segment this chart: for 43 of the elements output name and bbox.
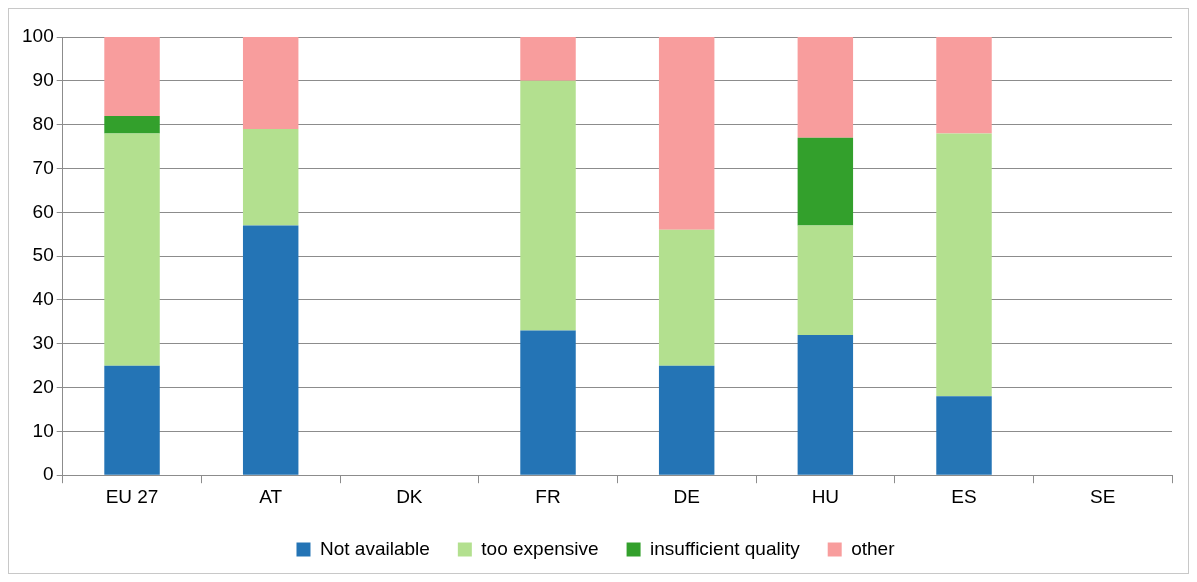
bar: [242, 129, 299, 226]
y-tick-label: 80: [32, 112, 54, 134]
y-tick-label: 50: [32, 244, 54, 266]
bar: [936, 133, 992, 397]
y-tick-label: 30: [32, 331, 54, 353]
bar: [104, 133, 160, 366]
y-tick-label: 40: [32, 288, 54, 310]
bar: [936, 37, 992, 134]
legend-label: Not available: [319, 537, 430, 559]
bar: [936, 396, 992, 475]
x-tick-label: AT: [259, 485, 283, 507]
y-tick-label: 90: [32, 69, 54, 91]
bar: [797, 37, 854, 138]
x-tick-label: SE: [1089, 485, 1116, 507]
y-tick-label: 70: [32, 156, 54, 178]
bar: [520, 37, 576, 81]
x-tick-label: EU 27: [105, 485, 159, 507]
bar: [242, 225, 299, 475]
bar: [797, 137, 854, 226]
y-tick-label: 100: [22, 25, 54, 47]
bar: [104, 115, 160, 134]
y-tick-label: 10: [32, 419, 54, 441]
x-tick-label: ES: [951, 485, 977, 507]
y-tick-label: 20: [32, 375, 54, 397]
bar: [797, 334, 854, 475]
bar: [104, 365, 160, 475]
bar: [658, 365, 715, 475]
legend-label: too expensive: [481, 537, 599, 559]
bar: [658, 37, 715, 230]
bar: [520, 80, 576, 331]
y-tick-label: 0: [43, 463, 54, 485]
bar: [104, 37, 160, 116]
legend-label: other: [851, 537, 896, 559]
bar: [658, 229, 715, 366]
bar: [797, 225, 854, 335]
x-tick-label: DE: [673, 485, 700, 507]
y-tick-label: 60: [32, 200, 54, 222]
legend-label: insufficient quality: [650, 537, 801, 559]
bar: [242, 37, 299, 130]
x-tick-label: HU: [811, 485, 840, 507]
x-tick-label: FR: [535, 485, 561, 507]
x-tick-label: DK: [396, 485, 423, 507]
bar: [520, 330, 576, 475]
